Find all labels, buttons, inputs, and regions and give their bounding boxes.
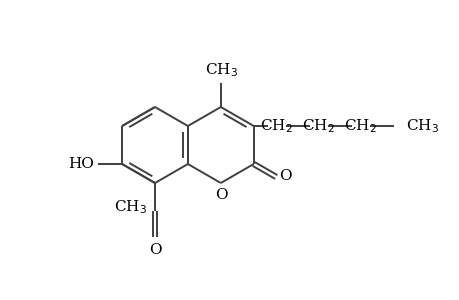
Text: O: O: [279, 169, 291, 183]
Text: CH$_2$: CH$_2$: [344, 117, 376, 135]
Text: O: O: [215, 188, 228, 202]
Text: CH$_3$: CH$_3$: [114, 198, 147, 216]
Text: CH$_3$: CH$_3$: [405, 117, 438, 135]
Text: O: O: [148, 243, 161, 257]
Text: HO: HO: [68, 157, 94, 171]
Text: CH$_2$: CH$_2$: [302, 117, 335, 135]
Text: CH$_3$: CH$_3$: [205, 61, 238, 79]
Text: CH$_2$: CH$_2$: [260, 117, 292, 135]
